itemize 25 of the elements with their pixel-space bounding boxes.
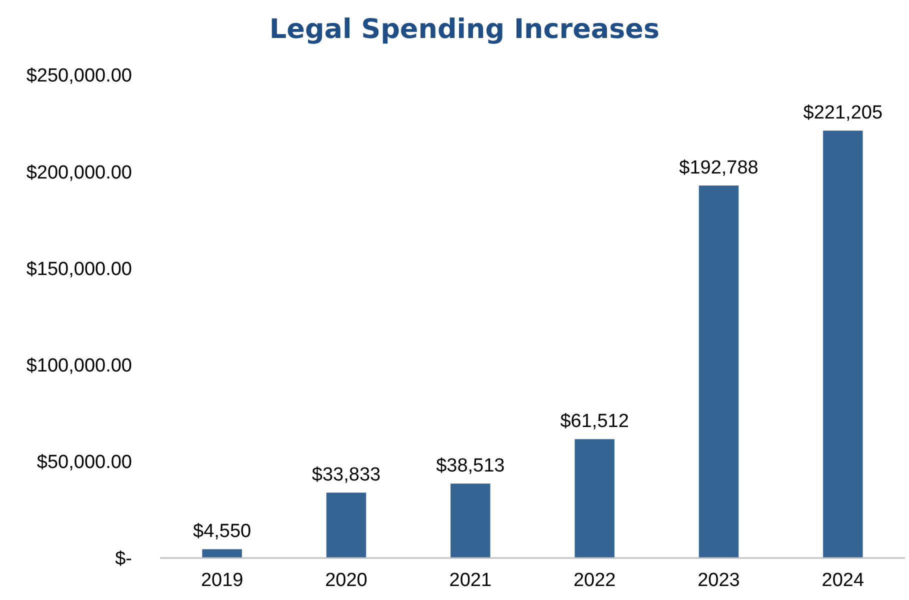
y-tick-label: $200,000.00 (26, 162, 132, 184)
data-label: $221,205 (803, 102, 883, 124)
bar (574, 439, 614, 558)
data-label: $38,513 (436, 456, 505, 477)
x-tick-label: 2023 (698, 570, 740, 591)
data-label: $4,550 (193, 521, 252, 542)
x-tick-label: 2021 (449, 570, 492, 591)
chart-title: Legal Spending Increases (269, 14, 660, 45)
y-tick-label: $- (115, 548, 132, 570)
bar (202, 549, 242, 558)
bar (450, 484, 490, 558)
bar (823, 130, 863, 558)
x-tick-label: 2019 (200, 570, 244, 591)
x-tick-label: 2020 (325, 570, 368, 591)
bar (326, 492, 366, 558)
data-label: $61,512 (560, 411, 629, 432)
y-tick-label: $100,000.00 (26, 355, 132, 376)
y-tick-label: $150,000.00 (26, 258, 132, 280)
bar (698, 186, 739, 558)
x-tick-label: 2022 (573, 570, 616, 591)
y-tick-label: $250,000.00 (26, 66, 132, 87)
data-label: $192,788 (679, 158, 758, 179)
y-tick-label: $50,000.00 (36, 452, 132, 474)
data-label: $33,833 (312, 464, 381, 486)
x-tick-label: 2024 (822, 570, 864, 591)
